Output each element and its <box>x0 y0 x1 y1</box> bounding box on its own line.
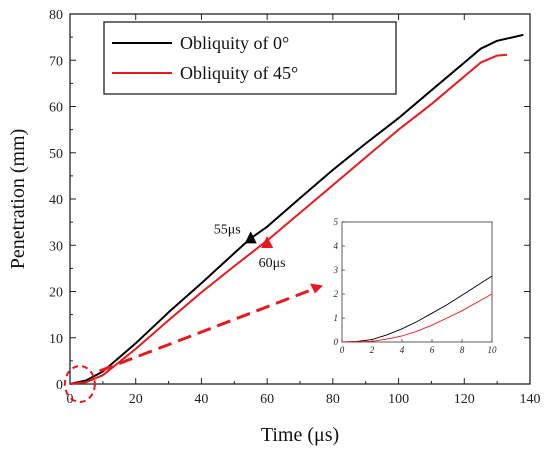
inset-plot: 0 2 4 6 8 10 0 1 2 3 4 5 <box>333 217 498 355</box>
y-axis-label: Penetration (mm) <box>7 129 29 270</box>
inset-x-tick-label: 6 <box>430 345 435 355</box>
y-tick-label: 40 <box>49 193 63 208</box>
y-tick-label: 70 <box>49 54 63 69</box>
x-tick-label: 140 <box>520 392 541 407</box>
inset-y-tick-label: 2 <box>334 289 339 299</box>
legend-label-0: Obliquity of 0° <box>180 33 289 53</box>
x-tick-label: 80 <box>326 392 340 407</box>
series-line-1 <box>69 53 508 385</box>
series-lines <box>69 33 524 385</box>
triangle-marker-0 <box>244 231 257 244</box>
x-tick-label: 20 <box>129 392 143 407</box>
y-tick-label: 80 <box>49 8 63 23</box>
triangle-marker-1 <box>261 235 274 248</box>
plot-axes: 0 20 40 60 80 100 120 14001020304050607080Time … <box>7 8 541 446</box>
inset-y-tick-label: 3 <box>333 265 339 275</box>
y-tick-label: 20 <box>49 286 63 301</box>
inset-series-line-1 <box>342 293 493 343</box>
inset-x-tick-label: 10 <box>488 345 498 355</box>
annotation-label: 55μs <box>214 222 241 237</box>
inset-y-tick-label: 1 <box>334 313 339 323</box>
inset-y-tick-label: 0 <box>334 337 339 347</box>
legend-label-1: Obliquity of 45° <box>180 63 298 83</box>
y-tick-label: 50 <box>49 147 63 162</box>
x-tick-label: 40 <box>194 392 208 407</box>
inset-y-tick-label: 4 <box>334 241 339 251</box>
inset-frame <box>341 221 493 343</box>
zoom-arrow-line <box>99 287 314 373</box>
x-tick-label: 60 <box>260 392 274 407</box>
inset-x-tick-label: 0 <box>340 345 345 355</box>
inset-x-tick-label: 4 <box>400 345 405 355</box>
x-tick-label: 100 <box>388 392 409 407</box>
y-tick-label: 60 <box>49 101 63 116</box>
zoom-region-circle <box>63 365 96 403</box>
annotation-label: 60μs <box>259 256 286 271</box>
y-tick-label: 0 <box>56 378 63 393</box>
point-markers: 55μs 60μs <box>63 222 323 403</box>
y-tick-label: 30 <box>49 239 63 254</box>
x-axis-label: Time (μs) <box>261 424 339 446</box>
x-tick-label: 0 <box>67 392 74 407</box>
zoom-arrow-head <box>310 283 323 294</box>
x-tick-label: 120 <box>454 392 475 407</box>
legend-box <box>103 21 397 95</box>
y-tick-label: 10 <box>49 332 63 347</box>
inset-series-line-0 <box>341 275 493 343</box>
inset-x-tick-label: 8 <box>460 345 465 355</box>
series-line-0 <box>69 33 524 385</box>
legend: Obliquity of 0° Obliquity of 45° <box>103 21 397 95</box>
inset-y-tick-label: 5 <box>334 217 339 227</box>
inset-x-tick-label: 2 <box>370 345 375 355</box>
